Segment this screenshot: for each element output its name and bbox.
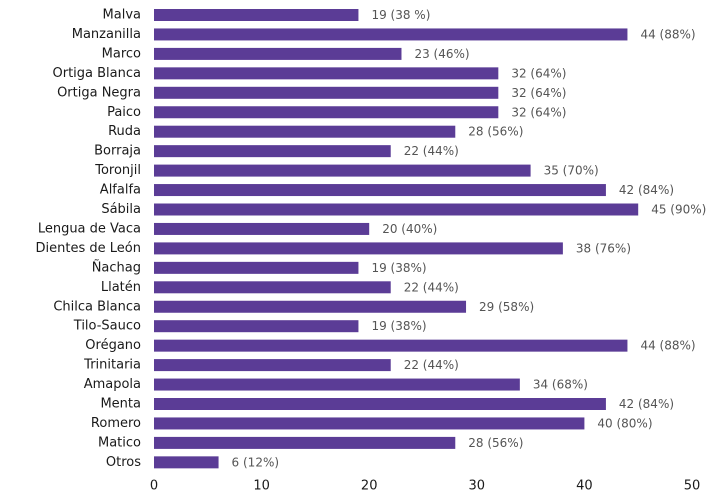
bar — [154, 378, 520, 391]
data-label: 44 (88%) — [640, 339, 695, 353]
bar — [154, 145, 391, 158]
category-label: Alfalfa — [100, 183, 141, 198]
category-label: Lengua de Vaca — [38, 221, 141, 236]
data-label: 44 (88%) — [640, 27, 695, 41]
data-label: 19 (38%) — [371, 319, 426, 333]
category-label: Menta — [100, 397, 141, 412]
data-label: 32 (64%) — [511, 86, 566, 100]
bar — [154, 281, 391, 294]
bar — [154, 86, 499, 99]
category-label: Dientes de León — [36, 241, 141, 256]
bar — [154, 261, 359, 274]
bar — [154, 164, 531, 177]
bar — [154, 300, 467, 313]
data-label: 35 (70%) — [544, 164, 599, 178]
data-label: 19 (38%) — [371, 261, 426, 275]
data-label: 22 (44%) — [404, 358, 459, 372]
x-tick-label: 40 — [576, 479, 593, 494]
category-label: Ortiga Blanca — [53, 66, 142, 81]
bar — [154, 242, 563, 255]
category-label: Ortiga Negra — [57, 85, 141, 100]
data-label: 28 (56%) — [468, 436, 523, 450]
bar — [154, 47, 402, 60]
category-label: Tilo-Sauco — [73, 319, 141, 334]
bar — [154, 125, 456, 138]
category-label: Romero — [91, 416, 141, 431]
category-label: Toronjil — [94, 163, 141, 178]
bar — [154, 359, 391, 372]
category-label: Ñachag — [92, 259, 141, 275]
category-label: Trinitaria — [83, 358, 141, 373]
bar — [154, 456, 219, 469]
data-label: 42 (84%) — [619, 397, 674, 411]
x-tick-label: 10 — [253, 479, 270, 494]
bar — [154, 203, 639, 216]
data-label: 22 (44%) — [404, 280, 459, 294]
data-label: 42 (84%) — [619, 183, 674, 197]
bar — [154, 106, 499, 119]
category-label: Chilca Blanca — [53, 299, 141, 314]
data-label: 22 (44%) — [404, 144, 459, 158]
bars-group — [154, 9, 639, 469]
bar — [154, 9, 359, 21]
bar — [154, 320, 359, 333]
bar — [154, 67, 499, 80]
x-tick-label: 20 — [361, 479, 378, 494]
bar — [154, 184, 606, 197]
category-labels: Malva Manzanilla Marco Ortiga Blanca Ortiga … — [36, 8, 142, 470]
x-tick-label: 30 — [469, 479, 486, 494]
x-axis-ticks: 0 10 20 30 40 50 — [150, 479, 700, 494]
bar — [154, 222, 370, 235]
category-label: Amapola — [84, 377, 141, 392]
data-label: 29 (58%) — [479, 300, 534, 314]
value-labels: 19 (38 %) 44 (88%) 23 (46%) 32 (64%) 32 (64%… — [232, 8, 707, 469]
bar — [154, 398, 606, 410]
bar — [154, 417, 585, 430]
category-label: Llatén — [101, 280, 141, 295]
category-label: Borraja — [94, 144, 141, 159]
data-label: 6 (12%) — [232, 455, 279, 469]
x-tick-label: 0 — [150, 479, 158, 494]
category-label: Ruda — [108, 124, 141, 139]
category-label: Paico — [107, 105, 141, 120]
category-label: Malva — [103, 8, 141, 23]
category-label: Marco — [102, 46, 141, 61]
data-label: 23 (46%) — [414, 47, 469, 61]
category-label: Otros — [106, 455, 141, 470]
category-label: Sábila — [101, 202, 141, 217]
data-label: 32 (64%) — [511, 66, 566, 80]
data-label: 19 (38 %) — [371, 8, 430, 22]
bar — [154, 436, 456, 449]
category-label: Manzanilla — [72, 27, 141, 42]
data-label: 20 (40%) — [382, 222, 437, 236]
data-label: 34 (68%) — [533, 378, 588, 392]
data-label: 28 (56%) — [468, 125, 523, 139]
bar — [154, 28, 628, 41]
category-label: Matico — [98, 435, 141, 450]
data-label: 40 (80%) — [597, 416, 652, 430]
x-tick-label: 50 — [684, 479, 701, 494]
data-label: 45 (90%) — [651, 203, 706, 217]
bar — [154, 339, 628, 352]
category-label: Orégano — [85, 338, 141, 353]
data-label: 38 (76%) — [576, 241, 631, 255]
data-label: 32 (64%) — [511, 105, 566, 119]
